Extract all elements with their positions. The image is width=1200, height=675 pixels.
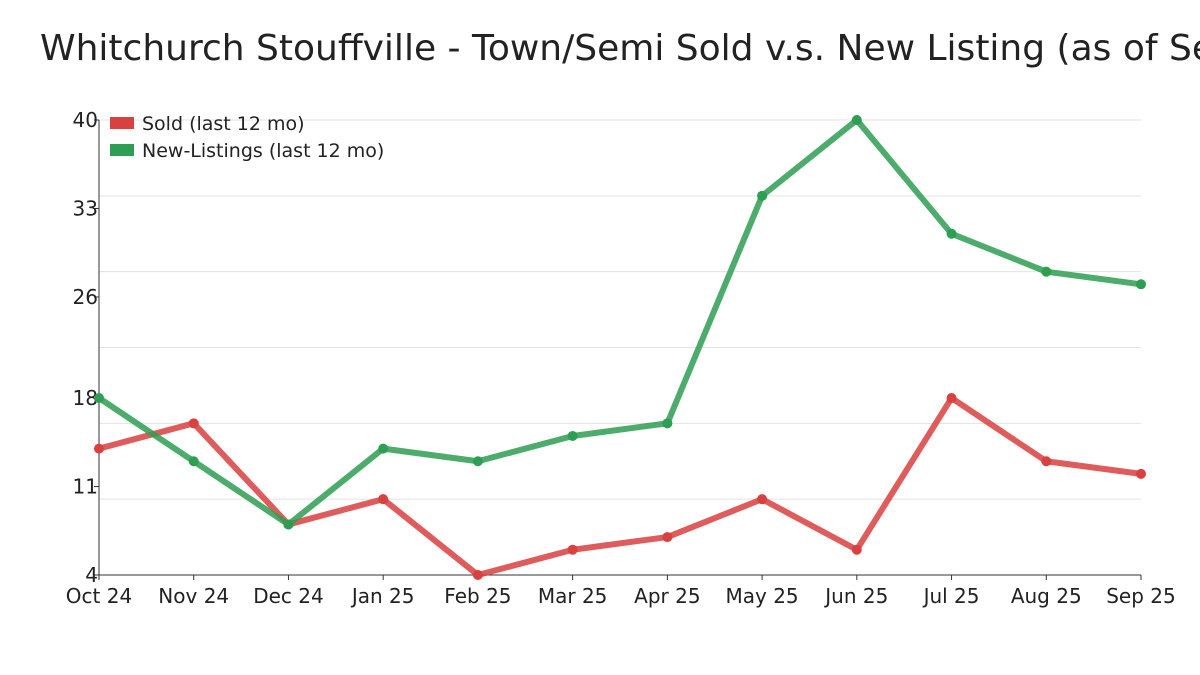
data-point [378, 443, 389, 454]
chart-title: Whitchurch Stouffville - Town/Semi Sold … [40, 28, 1200, 69]
data-point [946, 393, 957, 404]
data-point [757, 494, 768, 505]
data-point [188, 456, 199, 467]
y-tick-label: 4 [85, 563, 98, 587]
data-point [757, 190, 768, 201]
x-tick-label: Nov 24 [158, 584, 229, 608]
x-tick-label: Sep 25 [1106, 584, 1176, 608]
y-tick-label: 40 [73, 108, 98, 132]
data-point [567, 430, 578, 441]
data-point [1136, 468, 1146, 479]
y-tick-label: 33 [73, 196, 98, 220]
data-point [851, 115, 862, 125]
data-point [851, 544, 862, 555]
y-tick-label: 18 [73, 386, 98, 410]
x-tick-label: Apr 25 [634, 584, 700, 608]
x-tick-label: Jul 25 [922, 584, 980, 608]
data-point [378, 494, 389, 505]
legend-label-0: Sold (last 12 mo) [142, 113, 305, 135]
data-point [472, 456, 483, 467]
data-point [94, 393, 104, 404]
x-tick-label: Jan 25 [350, 584, 415, 608]
x-tick-label: Oct 24 [66, 584, 132, 608]
data-point [567, 544, 578, 555]
legend-swatch-0 [110, 117, 134, 129]
data-point [1041, 266, 1052, 277]
legend-swatch-1 [110, 144, 134, 156]
data-point [94, 443, 104, 454]
data-point [1041, 456, 1052, 467]
series-group [94, 115, 1146, 580]
data-point [283, 519, 294, 530]
series-line-1 [97, 117, 1142, 528]
data-point [1136, 279, 1146, 290]
legend: Sold (last 12 mo) New-Listings (last 12 m… [110, 113, 384, 162]
x-tick-label: May 25 [726, 584, 799, 608]
x-tick-label: Feb 25 [444, 584, 511, 608]
x-tick-label: Mar 25 [538, 584, 608, 608]
data-point [662, 418, 673, 429]
y-tick-label: 11 [73, 475, 98, 499]
grid [99, 119, 1141, 576]
data-point [472, 570, 483, 580]
y-tick-label: 26 [73, 285, 98, 309]
x-tick-label: Aug 25 [1011, 584, 1082, 608]
axes: 4 11 18 26 33 40 Oct 24 Nov 24 Dec 24 Jan 25 Feb 2… [66, 108, 1176, 608]
series-line-0 [98, 395, 1142, 578]
data-point [662, 532, 673, 543]
x-tick-label: Jun 25 [823, 584, 888, 608]
data-point [946, 228, 957, 239]
x-tick-label: Dec 24 [253, 584, 324, 608]
data-point [188, 418, 199, 429]
legend-label-1: New-Listings (last 12 mo) [142, 140, 384, 162]
